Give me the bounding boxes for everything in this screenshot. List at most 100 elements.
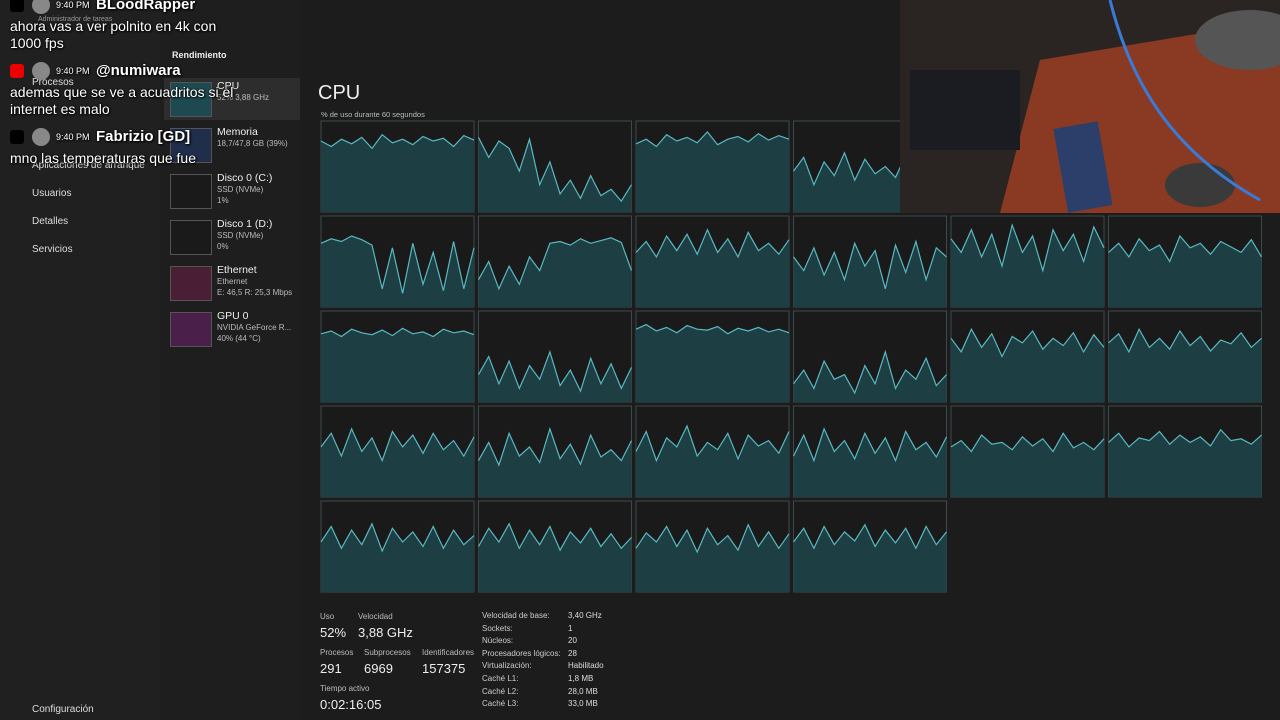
perf-detail: 40% (44 °C) xyxy=(217,334,261,343)
graph-area xyxy=(1108,429,1262,497)
perf-name: Disco 0 (C:) xyxy=(217,172,273,184)
perf-item[interactable]: Disco 1 (D:) SSD (NVMe) 0% xyxy=(170,218,300,260)
graph-area xyxy=(951,329,1104,402)
graph-area xyxy=(478,351,632,402)
graph-area xyxy=(1108,329,1262,402)
graph-line xyxy=(477,522,632,552)
perf-name: Ethernet xyxy=(217,264,257,276)
chat-text: ahora vas a ver polnito en 4k con 1000 f… xyxy=(10,18,217,51)
cpu-subtitle: % de uso durante 60 segundos xyxy=(321,110,425,119)
detail-value: 28 xyxy=(568,648,577,658)
stat-label: Identificadores xyxy=(422,648,475,657)
settings[interactable]: Configuración xyxy=(32,704,94,715)
stat-value: 6969 xyxy=(364,661,393,676)
graph-line xyxy=(320,235,475,294)
cpu-title: CPU xyxy=(318,82,361,104)
avatar xyxy=(32,62,50,80)
stat-label: Uso xyxy=(320,612,335,621)
detail-value: 1 xyxy=(568,623,573,633)
graph-line xyxy=(320,522,475,553)
perf-detail: NVIDIA GeForce R... xyxy=(217,323,292,332)
perf-item[interactable]: CPU 52% 3,88 GHz xyxy=(170,80,300,122)
graph-line xyxy=(1108,428,1262,448)
graph-area xyxy=(793,241,947,307)
graph-line xyxy=(1108,327,1262,354)
graph-area xyxy=(478,428,632,497)
app-title: Administrador de tareas xyxy=(38,16,113,23)
perf-detail: 1% xyxy=(217,196,229,205)
perf-list: Rendimiento xyxy=(160,0,300,720)
stat-value: 0:02:16:05 xyxy=(320,697,382,712)
thumbnail xyxy=(170,312,212,347)
detail-key: Virtualización: xyxy=(482,661,532,671)
nav-item[interactable]: Aplicaciones de arranque xyxy=(32,160,145,171)
stat-value: 157375 xyxy=(422,661,466,676)
stat-value: 3,88 GHz xyxy=(358,625,413,640)
detail-value: 20 xyxy=(568,636,577,646)
graph-area xyxy=(321,523,474,592)
chat-time: 9:40 PM xyxy=(56,132,90,142)
graph-area xyxy=(636,426,789,497)
stat-label: Subprocesos xyxy=(364,648,411,657)
nav-item[interactable]: Detalles xyxy=(32,216,69,227)
graph-line xyxy=(635,228,790,259)
graph-line xyxy=(320,327,475,338)
graph-line xyxy=(793,523,947,550)
detail-key: Sockets: xyxy=(482,623,513,633)
detail-value: 28,0 MB xyxy=(568,686,598,696)
webcam xyxy=(900,0,1280,213)
perf-item[interactable]: Memoria 18,7/47,8 GB (39%) xyxy=(170,126,300,168)
perf-detail: 0% xyxy=(217,242,229,251)
nav-item[interactable]: Usuarios xyxy=(32,188,72,199)
perf-item[interactable]: GPU 0 NVIDIA GeForce R... 40% (44 °C) xyxy=(170,310,300,352)
graph-area xyxy=(478,137,632,212)
graph-area xyxy=(793,351,947,402)
graph-line xyxy=(793,239,947,289)
perf-detail: 52% 3,88 GHz xyxy=(217,93,270,102)
sidebar: Administrador de tareas Procesos Aplicac… xyxy=(0,0,160,720)
perf-item[interactable]: Disco 0 (C:) SSD (NVMe) 1% xyxy=(170,172,300,214)
graph-area xyxy=(321,328,474,402)
graph-line xyxy=(635,323,790,335)
graph-area xyxy=(793,524,947,592)
stat-label: Tiempo activo xyxy=(320,684,370,693)
section-title: Rendimiento xyxy=(172,50,227,60)
detail-key: Caché L3: xyxy=(482,699,519,709)
graph-area xyxy=(951,433,1104,497)
nav-item[interactable]: Procesos xyxy=(32,77,74,88)
perf-detail: E: 46,5 R: 25,3 Mbps xyxy=(217,288,293,297)
nav-item[interactable]: Servicios xyxy=(32,244,73,255)
detail-key: Caché L1: xyxy=(482,674,519,683)
graph-line xyxy=(1108,234,1263,263)
chat-text: mno las temperaturas que fue xyxy=(10,150,196,166)
graph-line xyxy=(950,327,1105,358)
detail-key: Núcleos: xyxy=(482,636,514,646)
graph-line xyxy=(792,427,948,463)
avatar xyxy=(32,128,50,146)
graph-area xyxy=(951,225,1104,307)
stat-label: Procesos xyxy=(320,648,354,657)
stat-value: 291 xyxy=(320,661,342,676)
chat-user: BLoodRapper xyxy=(96,0,196,13)
detail-value: 3,40 GHz xyxy=(568,611,602,620)
graph-line xyxy=(320,427,475,463)
detail-value: 1,8 MB xyxy=(568,674,594,683)
perf-detail: SSD (NVMe) xyxy=(217,231,264,240)
chat-time: 9:40 PM xyxy=(56,66,90,76)
stat-label: Velocidad xyxy=(358,612,393,621)
thumbnail xyxy=(170,266,212,301)
chat-time: 9:40 PM xyxy=(56,0,90,10)
detail-key: Velocidad de base: xyxy=(482,611,550,620)
graph-area xyxy=(636,131,789,212)
chat-user: Fabrizio [GD] xyxy=(96,128,191,145)
graph-line xyxy=(635,130,790,148)
chat-text: ademas que se ve a acuadritos si el inte… xyxy=(10,84,234,117)
graph-area xyxy=(636,324,789,402)
perf-name: CPU xyxy=(217,80,240,92)
perf-item[interactable]: Ethernet Ethernet E: 46,5 R: 25,3 Mbps xyxy=(170,264,300,306)
detail-key: Caché L2: xyxy=(482,686,519,696)
graph-line xyxy=(320,133,475,150)
perf-name: Memoria xyxy=(217,126,258,138)
